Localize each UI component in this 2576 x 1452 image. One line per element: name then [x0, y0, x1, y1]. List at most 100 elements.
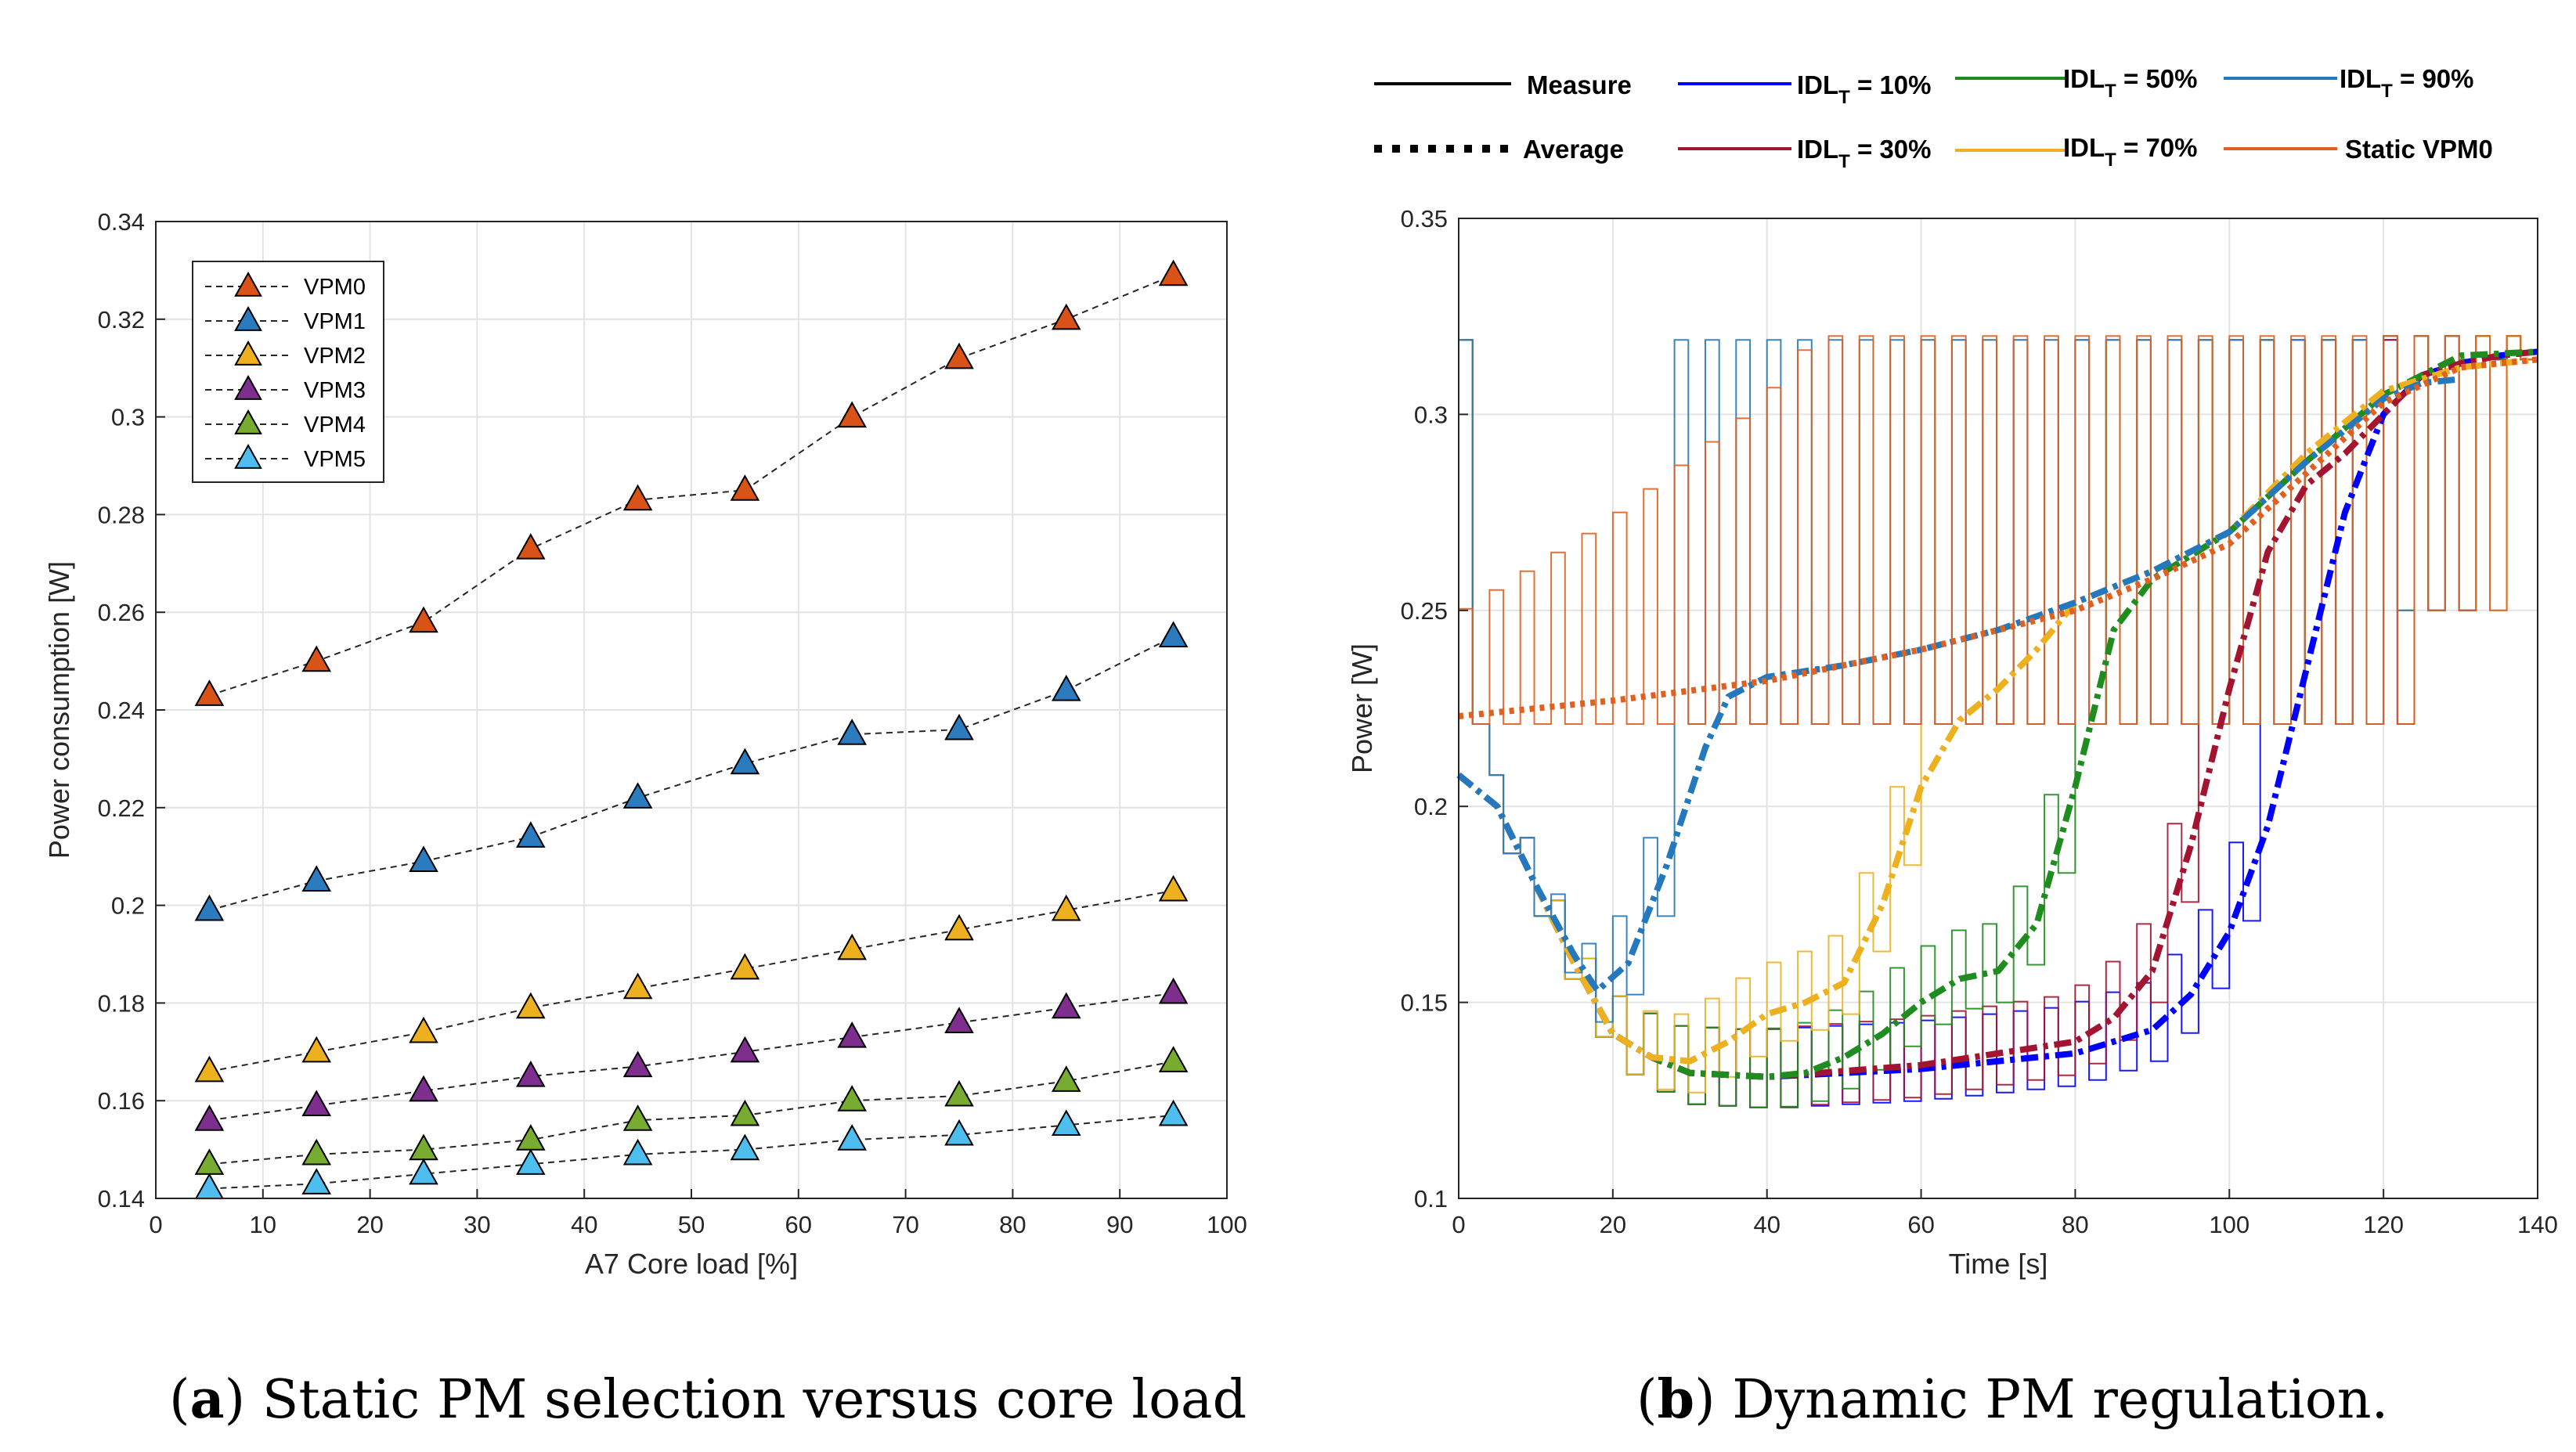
panel-a-marker-vpm1 — [1051, 674, 1081, 701]
panel-a-x-tick-label: 50 — [678, 1211, 705, 1238]
legend-idl90-post: = 90% — [2393, 64, 2474, 93]
caption-b-label: b — [1657, 1368, 1695, 1431]
panel-a-marker-vpm0 — [1158, 259, 1189, 286]
panel-a-marker-vpm5 — [409, 1158, 438, 1185]
panel-b-y-axis-label: Power [W] — [1346, 643, 1378, 773]
legend-average-label: Average — [1523, 135, 1624, 164]
panel-b-axes-box — [1458, 218, 2538, 1199]
legend-idl50-post: = 50% — [2116, 64, 2198, 93]
legend-idl30-pre: IDL — [1797, 135, 1838, 164]
panel-a-series — [194, 259, 1189, 1200]
panel-a-legend: VPM0 VPM1 VPM2 VPM3 VPM4 VPM5 — [192, 261, 384, 483]
panel-a-marker-vpm2 — [837, 933, 868, 960]
panel-a-marker-vpm3 — [409, 1075, 438, 1102]
panel-a-marker-vpm4 — [301, 1138, 332, 1166]
panel-a-marker-vpm5 — [301, 1168, 332, 1194]
legend-static-label: Static VPM0 — [2345, 135, 2493, 164]
panel-a-marker-vpm1 — [301, 865, 332, 892]
panel-a-marker-vpm1 — [622, 782, 653, 809]
panel-b-legend: Measure IDLT = 10% IDLT = 50% IDLT = 90%… — [1374, 64, 2493, 172]
panel-b-x-tick-label: 100 — [2209, 1211, 2249, 1238]
panel-a-x-tick-label: 30 — [464, 1211, 490, 1238]
panel-a-series-line-vpm4 — [209, 1061, 1174, 1166]
caption-b-open: ( — [1636, 1369, 1658, 1431]
legend-idl70-pre: IDL — [2063, 133, 2105, 162]
panel-a-chart: 0 10 20 30 40 50 60 70 80 90 100 0.14 0.16 0.18 0.2 0.2… — [43, 208, 1247, 1280]
panel-a-marker-vpm0 — [622, 484, 653, 511]
legend-idl90-pre: IDL — [2340, 64, 2381, 93]
legend-idl90-sub: T — [2381, 81, 2393, 102]
legend-idl10-post: = 10% — [1850, 70, 1932, 99]
panel-a-marker-vpm4 — [837, 1085, 868, 1112]
panel-b-x-tick-label: 120 — [2363, 1211, 2404, 1238]
panel-b-y-tick-label: 0.2 — [1414, 793, 1448, 820]
panel-a-marker-vpm0 — [194, 679, 225, 706]
panel-a-marker-vpm2 — [301, 1036, 332, 1063]
panel-a-x-tick-label: 10 — [250, 1211, 276, 1238]
panel-b-x-tick-label: 20 — [1600, 1211, 1626, 1238]
panel-a-x-tick-label: 60 — [785, 1211, 812, 1238]
panel-a-legend-marker — [234, 443, 262, 469]
panel-a-x-tick-label: 20 — [356, 1211, 383, 1238]
panel-b-chart: 0 20 40 60 80 100 120 1400.10.150.20.250.30.35 … — [1346, 64, 2558, 1280]
panel-a-marker-vpm1 — [1158, 621, 1189, 647]
panel-a-series-line-vpm1 — [209, 636, 1174, 911]
panel-a-marker-vpm5 — [622, 1138, 653, 1166]
panel-a-marker-vpm2 — [409, 1016, 438, 1043]
panel-a-marker-vpm2 — [944, 913, 974, 941]
panel-a-marker-vpm5 — [1051, 1109, 1081, 1136]
panel-a-marker-vpm2 — [515, 992, 546, 1019]
panel-a-marker-vpm5 — [944, 1119, 974, 1146]
panel-a-legend-label: VPM0 — [304, 275, 366, 300]
legend-idl70-label: IDLT = 70% — [2063, 133, 2198, 171]
caption-a: (a) Static PM selection versus core load — [169, 1368, 1247, 1431]
panel-a-marker-vpm5 — [730, 1133, 760, 1161]
panel-a-y-axis-label: Power consumption [W] — [43, 561, 75, 859]
panel-a-marker-vpm1 — [730, 748, 760, 775]
panel-b-x-axis-label: Time [s] — [1949, 1248, 2048, 1280]
panel-a-y-tick-label: 0.2 — [111, 892, 145, 920]
panel-b-x-tick-label: 0 — [1452, 1211, 1465, 1238]
panel-a-y-tick-label: 0.26 — [98, 599, 145, 626]
legend-idl70-sub: T — [2105, 150, 2116, 171]
panel-a-x-axis-label: A7 Core load [%] — [585, 1248, 798, 1280]
panel-a-series-line-vpm0 — [209, 274, 1174, 697]
panel-a-x-tick-label: 90 — [1106, 1211, 1133, 1238]
panel-b-y-tick-label: 0.1 — [1414, 1185, 1448, 1212]
panel-a-marker-vpm0 — [515, 533, 546, 560]
caption-a-text: ) Static PM selection versus core load — [224, 1369, 1247, 1431]
panel-a-marker-vpm5 — [515, 1148, 546, 1175]
panel-b-average-curve — [1458, 356, 2538, 719]
legend-idl30-sub: T — [1838, 151, 1850, 172]
legend-idl90-label: IDLT = 90% — [2340, 64, 2474, 102]
panel-a-y-tick-label: 0.14 — [98, 1185, 145, 1212]
panel-a-marker-vpm2 — [194, 1055, 225, 1083]
legend-idl10-pre: IDL — [1797, 70, 1838, 99]
panel-a-y-tick-label: 0.22 — [98, 794, 145, 822]
panel-a-legend-label: VPM4 — [304, 413, 366, 438]
panel-a-y-tick-label: 0.16 — [98, 1087, 145, 1115]
panel-a-marker-vpm2 — [1051, 894, 1081, 921]
panel-a-x-tick-label: 80 — [999, 1211, 1026, 1238]
panel-a-marker-vpm4 — [1158, 1046, 1189, 1072]
panel-a-series-line-vpm3 — [209, 992, 1174, 1122]
legend-idl30-label: IDLT = 30% — [1797, 135, 1932, 172]
panel-b-x-tick-label: 140 — [2517, 1211, 2558, 1238]
panel-a-marker-vpm3 — [622, 1050, 653, 1078]
panel-a-marker-vpm3 — [730, 1036, 760, 1063]
panel-a-legend-label: VPM2 — [304, 344, 366, 369]
panel-a-marker-vpm0 — [1051, 303, 1081, 330]
panel-b-y-tick-label: 0.25 — [1401, 597, 1448, 625]
panel-b-measure-traces — [1458, 335, 2538, 1108]
panel-a-legend-marker — [234, 409, 262, 434]
panel-a-marker-vpm2 — [730, 953, 760, 980]
panel-a-marker-vpm0 — [944, 342, 974, 369]
panel-a-marker-vpm4 — [730, 1099, 760, 1126]
panel-a-marker-vpm3 — [837, 1021, 868, 1048]
caption-a-label: a — [189, 1368, 225, 1431]
panel-a-legend-label: VPM1 — [304, 309, 366, 334]
panel-a-legend-marker — [234, 340, 262, 366]
legend-idl30-post: = 30% — [1850, 135, 1932, 164]
panel-a-legend-marker — [234, 305, 262, 331]
